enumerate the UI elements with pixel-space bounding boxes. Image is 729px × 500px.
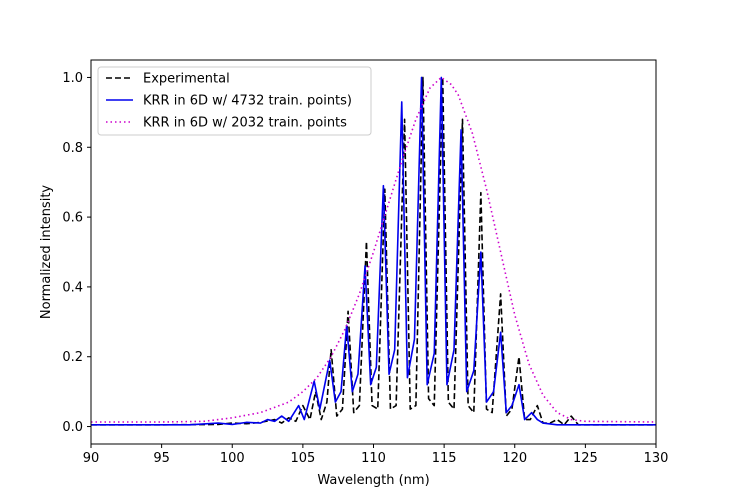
x-axis-label: Wavelength (nm): [317, 473, 429, 488]
series-line-3: [91, 76, 656, 423]
y-tick-label: 0.4: [62, 280, 83, 295]
x-tick-label: 125: [573, 451, 598, 466]
series-line-2: [91, 76, 656, 426]
x-tick-label: 115: [432, 451, 457, 466]
y-axis-label: Normalized intensity: [39, 185, 54, 320]
series-line-1: [91, 76, 656, 426]
x-tick-label: 110: [361, 451, 386, 466]
legend-label-1: Experimental: [143, 72, 230, 87]
legend: Experimental KRR in 6D w/ 4732 train. poi…: [97, 66, 372, 136]
y-tick-label: 0.0: [62, 420, 83, 435]
x-tick-label: 95: [153, 451, 170, 466]
x-tick-label: 105: [290, 451, 315, 466]
y-tick-label: 1.0: [62, 71, 83, 86]
x-tick-label: 130: [644, 451, 669, 466]
y-tick-label: 0.6: [62, 211, 83, 226]
x-tick-label: 90: [83, 451, 100, 466]
series-layer: [91, 76, 656, 426]
x-tick-label: 120: [502, 451, 527, 466]
legend-label-3: KRR in 6D w/ 2032 train. points: [143, 116, 347, 131]
y-tick-label: 0.2: [62, 350, 83, 365]
axes-layer: 90 95 100 105 110 115 120 125 130 0.0 0.2 0.4 0.6 0.8…: [62, 59, 669, 466]
legend-box: [97, 66, 372, 136]
y-tick-label: 0.8: [62, 141, 83, 156]
legend-label-2: KRR in 6D w/ 4732 train. points): [143, 94, 352, 109]
x-tick-label: 100: [220, 451, 245, 466]
